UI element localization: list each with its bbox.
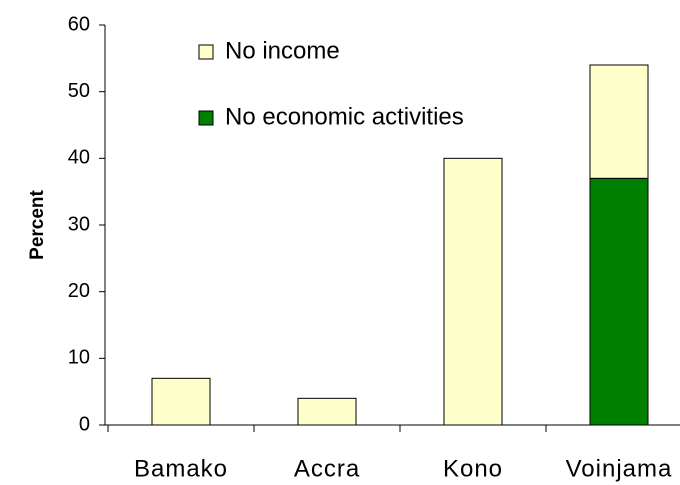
y-tick-label: 0 [79,413,90,435]
x-tick-label: Accra [294,455,360,482]
bar-segment [589,64,649,179]
x-tick-label: Voinjama [566,455,673,482]
y-tick-label: 30 [68,213,90,235]
bar-segment [151,377,211,426]
y-axis-label: Percent [27,189,48,259]
y-tick-label: 20 [68,280,90,302]
legend-label: No income [225,37,340,64]
y-tick-label: 60 [68,13,90,35]
legend-swatch [198,110,214,126]
bar-segment [589,177,649,426]
x-tick-label: Kono [443,455,503,482]
y-tick-label: 40 [68,147,90,169]
x-tick-label: Bamako [134,455,228,482]
legend-label: No economic activities [225,103,464,130]
y-tick-label: 50 [68,80,90,102]
legend-swatch [198,44,214,60]
y-tick-label: 10 [68,347,90,369]
bar-segment [443,157,503,426]
bar-segment [297,397,357,426]
